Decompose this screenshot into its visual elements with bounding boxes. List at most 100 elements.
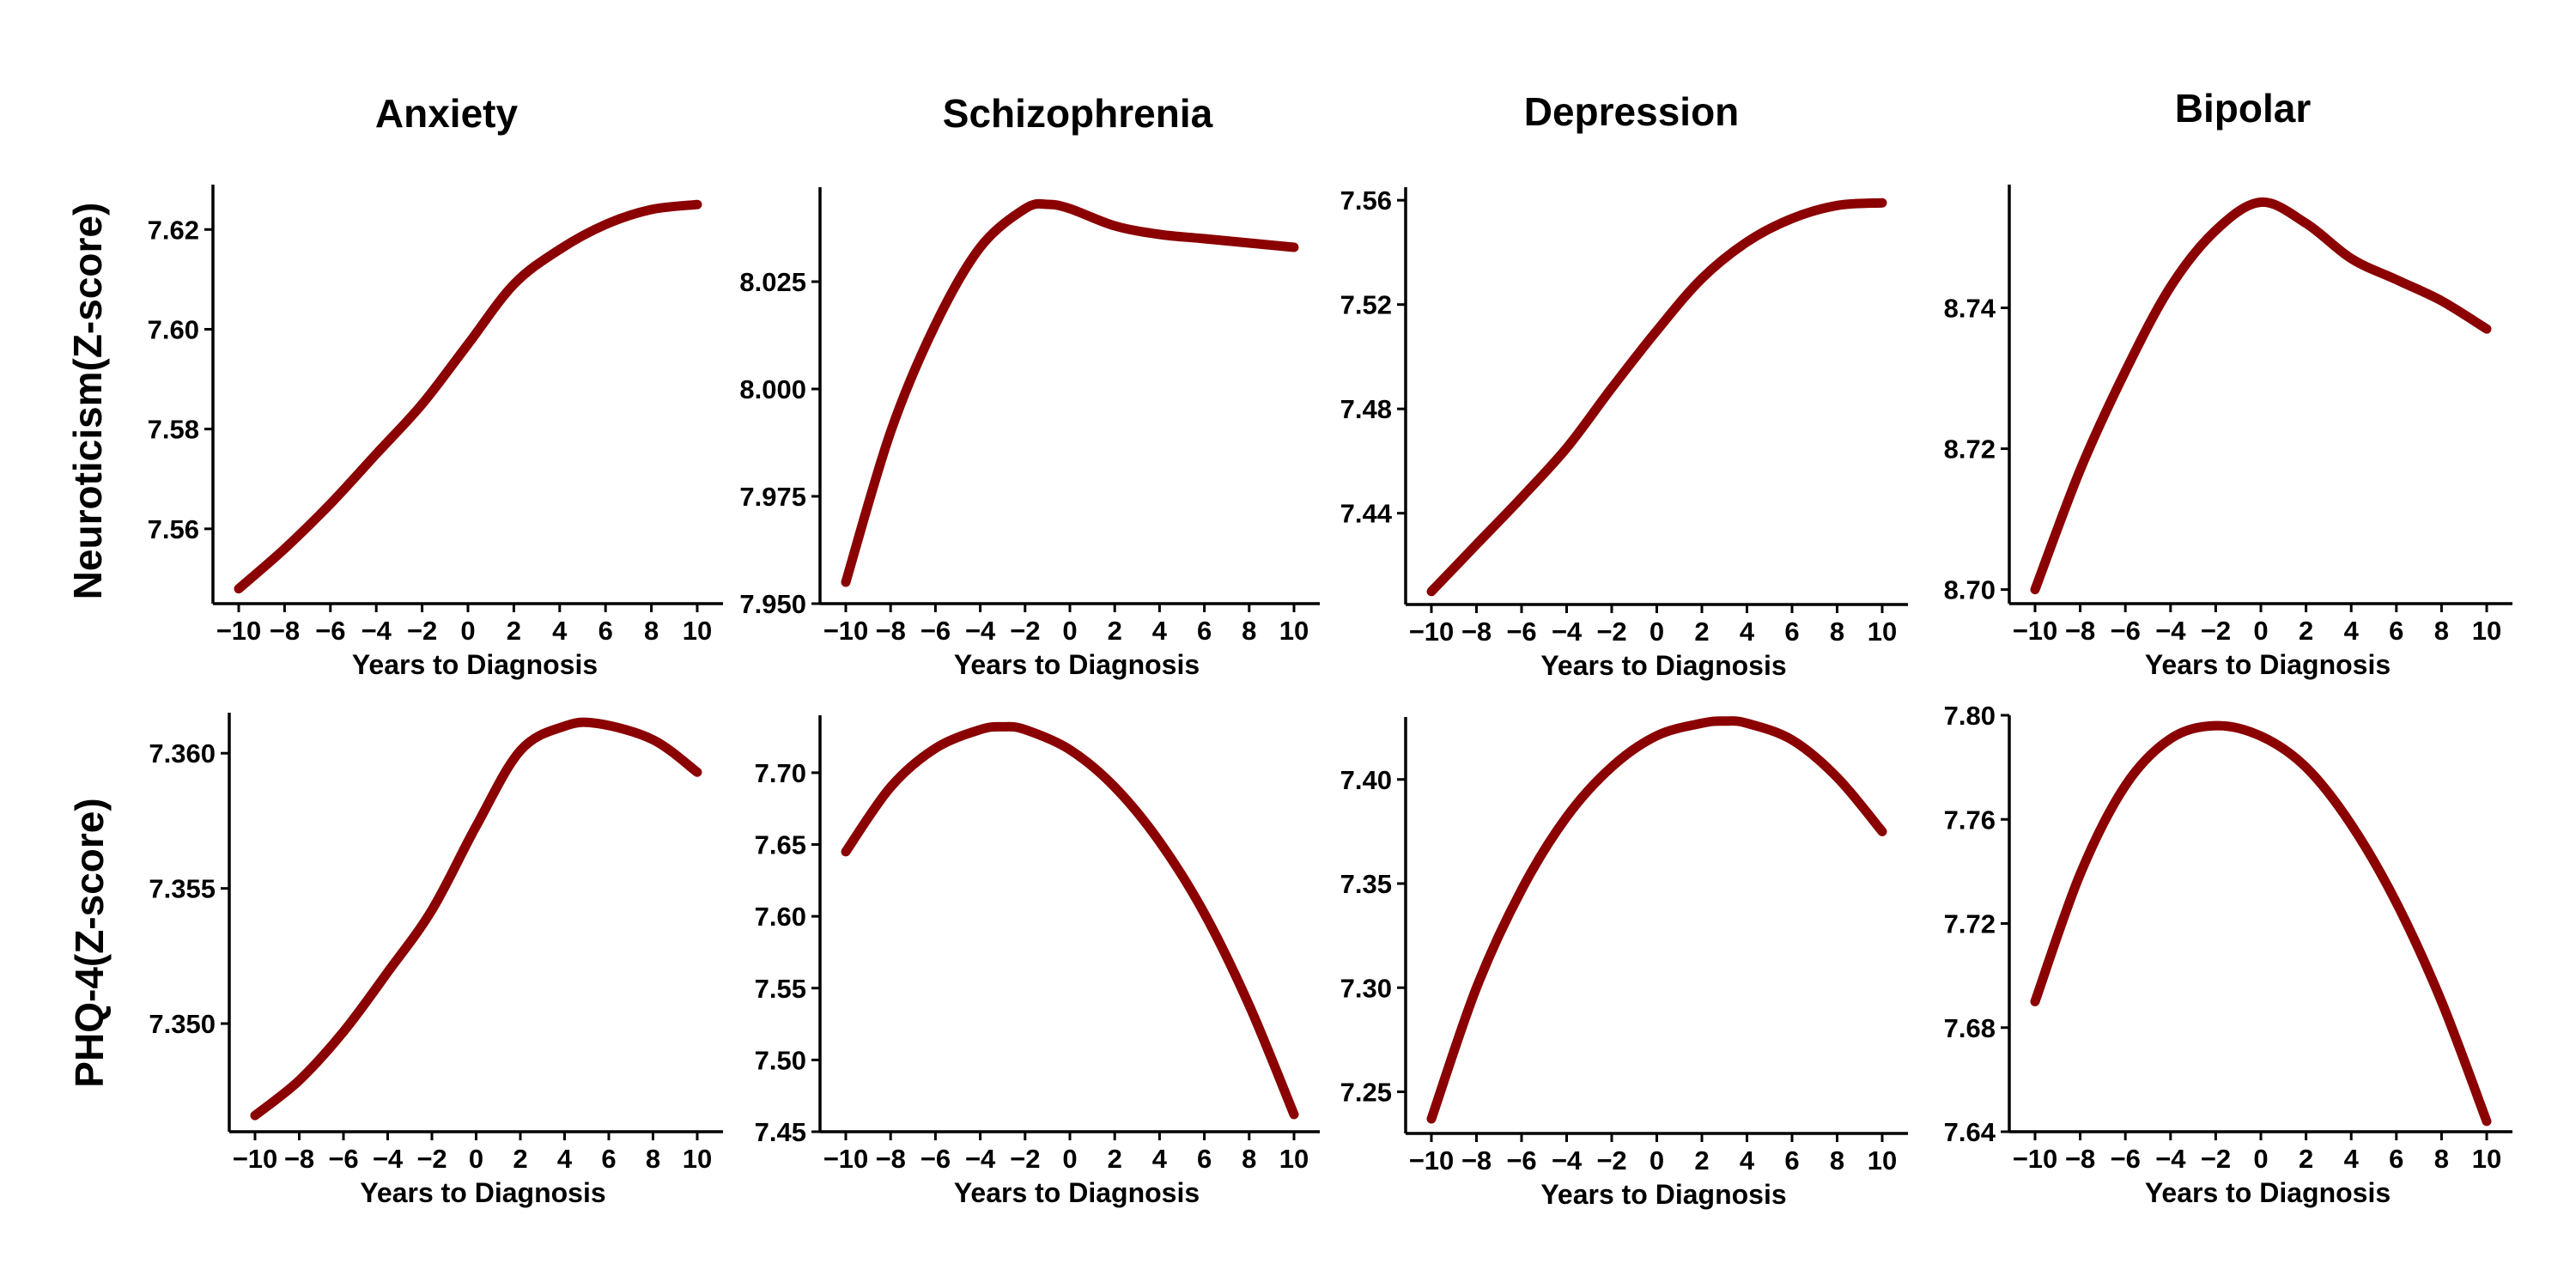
x-tick-label: 10 [2472,616,2501,646]
x-tick-label: −10 [1409,617,1455,647]
x-axis-title: Years to Diagnosis [954,1177,1200,1208]
column-title-schizophrenia: Schizophrenia [943,91,1213,136]
x-tick-label: −2 [2201,1144,2231,1174]
x-tick-label: −2 [1596,1145,1626,1176]
y-tick-label: 7.30 [1340,973,1392,1003]
y-tick-label: 7.52 [1340,290,1392,320]
x-tick-label: −8 [876,616,906,646]
x-tick-label: −10 [233,1144,278,1174]
panel-bipolar-phq4: −10 −8 −6 −4 −2 0 2 4 6 8 10 7.64 7.68 7.72 7.76 7.80 Ye… [1944,701,2512,1208]
x-tick-label: −8 [284,1144,314,1174]
x-tick-label: −6 [920,616,951,646]
row-title-phq4: PHQ-4(Z-score) [67,798,112,1087]
x-axis-title: Years to Diagnosis [1540,1179,1786,1210]
x-tick-label: 10 [683,616,712,646]
x-tick-label: 10 [1279,616,1309,646]
panel-schizophrenia-neuroticism: −10 −8 −6 −4 −2 0 2 4 6 8 10 7.950 7.975 8.000 8.025 Ye… [739,187,1320,680]
x-tick-label: 4 [1152,1144,1168,1174]
x-tick-label: 8 [1242,616,1256,646]
y-tick-label: 8.025 [739,267,806,297]
x-axis-title: Years to Diagnosis [2145,649,2391,680]
y-tick-label: 7.975 [739,482,806,512]
x-axis-title: Years to Diagnosis [360,1177,605,1208]
y-tick-label: 7.50 [755,1045,806,1075]
x-tick-label: 4 [552,616,568,646]
x-tick-label: 2 [2299,616,2313,646]
y-tick-label: 8.74 [1944,294,1996,324]
panel-schizophrenia-phq4: −10 −8 −6 −4 −2 0 2 4 6 8 10 7.45 7.50 7.55 7.60 7.65 7.… [755,715,1320,1208]
y-tick-label: 7.56 [1340,185,1392,216]
x-tick-label: −10 [2013,1144,2058,1174]
chart-panels: −10 −8 −6 −4 −2 0 2 4 6 8 107.567.587.607.62Years … [148,185,2512,1210]
x-tick-label: −4 [361,616,392,646]
x-tick-label: −2 [407,616,437,646]
y-tick-label: 7.58 [148,415,199,445]
x-tick-label: −4 [965,1144,996,1174]
x-tick-label: 2 [1694,617,1709,647]
y-tick-label: 8.72 [1944,434,1996,465]
y-tick-label: 7.45 [755,1117,806,1147]
y-tick-label: 8.000 [739,374,806,404]
y-tick-label: 8.70 [1944,575,1996,605]
x-tick-label: 8 [646,1144,660,1174]
x-tick-label: 8 [2434,616,2449,646]
y-tick-label: 7.64 [1944,1117,1996,1147]
x-tick-label: −4 [1552,617,1583,647]
x-tick-label: −2 [1596,617,1626,647]
y-tick-label: 7.80 [1944,701,1996,731]
panel-anxiety-neuroticism: −10 −8 −6 −4 −2 0 2 4 6 8 10 7.56 7.58 7.60 7.62 Years … [148,185,723,680]
x-tick-label: 4 [2344,1144,2360,1174]
column-titles: Anxiety Schizophrenia Depression Bipolar [375,86,2311,136]
y-tick-label: 7.950 [739,589,806,619]
x-tick-label: 0 [460,616,475,646]
x-tick-label: −6 [2111,1144,2141,1174]
y-tick-label: 7.350 [149,1009,216,1039]
x-tick-label: 10 [1868,617,1897,647]
x-tick-label: 0 [2253,1144,2268,1174]
x-tick-label: −2 [2201,616,2231,646]
y-tick-label: 7.55 [755,974,806,1004]
x-tick-label: 2 [1108,1144,1122,1174]
x-tick-label: 2 [2299,1144,2313,1174]
series-line [2030,197,2492,595]
x-tick-label: −4 [965,616,996,646]
y-tick-label: 7.72 [1944,909,1996,939]
series-line [841,721,1299,1120]
x-tick-label: 4 [1152,616,1168,646]
y-tick-label: 7.40 [1340,765,1392,795]
series-line [1426,716,1887,1124]
y-tick-label: 7.68 [1944,1013,1996,1043]
x-tick-label: −2 [1010,616,1040,646]
panel-bipolar-neuroticism: −10 −8 −6 −4 −2 0 2 4 6 8 10 8.70 8.72 8.74 Years to D… [1944,185,2512,680]
y-tick-label: 7.44 [1340,499,1393,529]
x-tick-label: −8 [2065,616,2095,646]
x-tick-label: −8 [876,1144,906,1174]
x-tick-label: −6 [920,1144,951,1174]
column-title-depression: Depression [1524,89,1740,134]
series-line [841,198,1299,587]
x-tick-label: −10 [216,616,262,646]
x-tick-label: 10 [2472,1144,2501,1174]
x-tick-label: 6 [598,616,613,646]
column-title-anxiety: Anxiety [375,91,519,136]
series-line [250,717,702,1121]
y-tick-label: 7.60 [755,902,806,932]
y-tick-label: 7.76 [1944,805,1996,835]
x-tick-label: −8 [270,616,300,646]
y-tick-label: 7.60 [148,314,199,344]
x-tick-label: 2 [1108,616,1122,646]
x-tick-label: −6 [315,616,345,646]
x-tick-label: 0 [1062,616,1077,646]
x-tick-label: 8 [1830,1145,1844,1176]
row-title-neuroticism: Neuroticism(Z-score) [65,203,110,600]
x-tick-label: −10 [2013,616,2058,646]
x-tick-label: 0 [1649,1145,1664,1176]
x-tick-label: 4 [1740,1145,1755,1176]
x-tick-label: −2 [1010,1144,1040,1174]
series-line [1426,197,1887,597]
x-tick-label: 6 [1784,1145,1799,1176]
x-tick-label: 0 [1062,1144,1077,1174]
column-title-bipolar: Bipolar [2175,86,2312,131]
y-tick-label: 7.62 [148,215,199,245]
x-tick-label: −10 [1409,1145,1455,1176]
